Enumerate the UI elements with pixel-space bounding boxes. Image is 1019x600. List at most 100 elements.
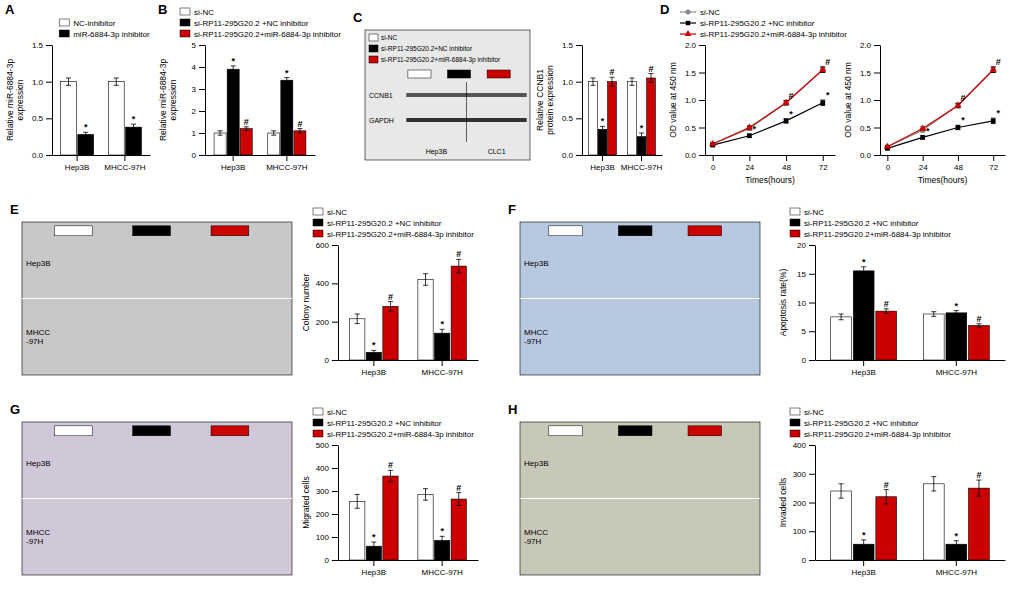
tick: 200: [316, 510, 338, 519]
y-axis: 0200400600: [316, 241, 339, 365]
tick: 2.0: [685, 41, 705, 50]
condition-swatch: [133, 226, 171, 236]
legend-label: si-RP11-295G20.2 +NC inhibitor: [327, 419, 442, 428]
annotation: *: [789, 109, 793, 119]
x-axis: Hep3BMHCC-97H: [339, 360, 479, 377]
annotation: *: [862, 530, 866, 540]
error-bar: [861, 267, 866, 275]
tick: 5: [802, 327, 815, 336]
tick-label: 500: [316, 441, 330, 450]
tick-mark: [233, 155, 234, 161]
tick-label: 48: [782, 163, 791, 172]
error-bar: [954, 311, 959, 316]
tick-label: 1.0: [562, 78, 574, 87]
condition-swatch: [688, 226, 722, 236]
annotations: **##: [601, 64, 654, 133]
error-bar: [839, 314, 844, 320]
condition-swatch: [211, 426, 249, 436]
tick-label: Hep3B: [362, 568, 386, 577]
tick-label: 0.0: [860, 151, 872, 160]
tick-label: 15: [797, 270, 806, 279]
axis-line: [880, 46, 881, 156]
tick: Hep3B: [362, 560, 386, 577]
legend: si-NCsi-RP11-295G20.2 +NC inhibitorsi-RP…: [180, 8, 341, 39]
y-axis: 0100200300400: [793, 441, 816, 565]
tick-label: 100: [316, 533, 330, 542]
x-axis-title: Times(hours): [745, 175, 795, 185]
x-axis-title: Times(hours): [918, 175, 968, 185]
line: [887, 70, 993, 147]
figure: 0.00.51.01.5Hep3BMHCC-97HRelative miR-68…: [0, 0, 1019, 600]
error-bar: [244, 127, 249, 131]
legend-item: si-RP11-295G20.2+miR-6884-3p inhibitor: [790, 430, 951, 439]
tick-label: MHCC-97H: [421, 368, 463, 377]
y-axis-title: Relative CCNB1protein expression: [535, 65, 555, 135]
tick-label: Hep3B: [65, 163, 89, 172]
tick-mark: [699, 100, 705, 101]
tick: 20: [797, 241, 815, 250]
tick-mark: [332, 468, 338, 469]
plot-area: [589, 74, 656, 155]
tick-label: 0: [325, 556, 330, 565]
error-bar: [884, 309, 889, 314]
point: [956, 125, 961, 130]
tick: Hep3B: [851, 560, 875, 577]
lane-swatch: [448, 70, 471, 78]
tick-mark: [199, 67, 205, 68]
tick-mark: [442, 360, 443, 366]
tick: 0: [325, 556, 338, 565]
legend-label: si-NC: [327, 408, 347, 417]
annotations: **##: [862, 257, 982, 324]
tick: Hep3B: [65, 155, 89, 172]
annotation: *: [955, 301, 959, 311]
legend-swatch: [313, 408, 323, 415]
axis-line: [339, 560, 479, 561]
tick: 2: [192, 107, 205, 116]
annotation: *: [955, 531, 959, 541]
tick: 48: [782, 155, 791, 172]
tick-label: MHCC-97H: [104, 163, 146, 172]
tick-label: 24: [745, 163, 754, 172]
x-axis: 0244872: [706, 155, 836, 172]
error-bar: [297, 129, 302, 133]
panel-label: G: [10, 402, 20, 417]
condition-swatch: [549, 226, 583, 236]
bar: [418, 494, 433, 560]
annotation: *: [753, 124, 757, 134]
tick-label: 48: [954, 163, 963, 172]
tick-label: 200: [316, 510, 330, 519]
bar: [647, 78, 656, 155]
tick-mark: [699, 73, 705, 74]
tick: 400: [316, 464, 338, 473]
x-axis: 0244872: [881, 155, 1006, 172]
panel-label: E: [10, 202, 19, 217]
tick-label: 0: [192, 151, 197, 160]
annotation: #: [297, 119, 302, 129]
condition-swatch: [549, 426, 583, 436]
condition-swatch: [54, 426, 92, 436]
legend-label: si-NC: [700, 8, 720, 17]
row-divider: [520, 298, 760, 299]
point: [784, 119, 789, 124]
annotation: #: [649, 64, 654, 74]
legend-item: si-RP11-295G20.2 +NC inhibitor: [680, 19, 815, 28]
error-bar: [456, 493, 461, 506]
plot-area: [350, 259, 467, 360]
condition-swatch: [688, 426, 722, 436]
error-bar: [355, 314, 360, 324]
legend-item: si-RP11-295G20.2+miR-6884-3p inhibitor: [313, 430, 474, 439]
tick: 0.0: [685, 151, 705, 160]
error-bar: [839, 484, 844, 498]
tick-label: 5: [802, 327, 807, 336]
y-axis: 012345: [192, 41, 206, 160]
tick-mark: [332, 491, 338, 492]
blot-background: [365, 30, 530, 160]
tick: 4: [192, 63, 205, 72]
error-bar: [284, 78, 289, 83]
legend-item: si-NC: [790, 208, 824, 217]
image-panel: Hep3BMHCC-97H: [22, 422, 292, 575]
tick-mark: [442, 560, 443, 566]
tick-mark: [699, 128, 705, 129]
legend-label: miR-6884-3p inhibitor: [73, 30, 150, 39]
tick: 72: [819, 155, 828, 172]
